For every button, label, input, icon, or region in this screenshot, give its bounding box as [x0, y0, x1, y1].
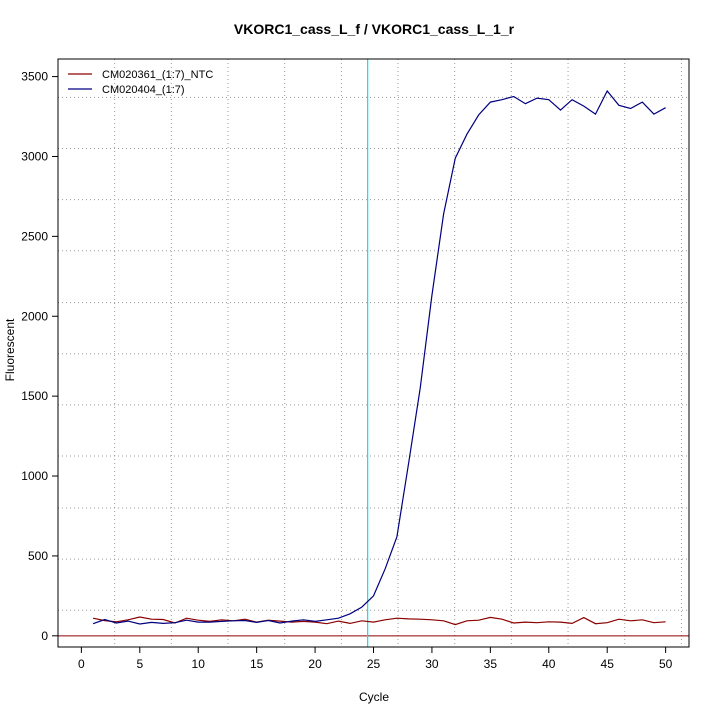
- y-tick-label: 1500: [21, 389, 48, 403]
- x-tick-label: 50: [659, 657, 673, 671]
- y-tick-label: 500: [28, 549, 48, 563]
- x-tick-label: 35: [484, 657, 498, 671]
- chart-title: VKORC1_cass_L_f / VKORC1_cass_L_1_r: [234, 21, 515, 37]
- y-tick-label: 2000: [21, 309, 48, 323]
- x-tick-label: 0: [78, 657, 85, 671]
- series-line-2: [92, 89, 666, 625]
- legend-label-1: CM020361_(1:7)_NTC: [102, 69, 213, 81]
- y-tick-label: 1000: [21, 469, 48, 483]
- x-tick-label: 20: [308, 657, 322, 671]
- y-tick-label: 2500: [21, 229, 48, 243]
- x-tick-label: 40: [542, 657, 556, 671]
- x-tick-label: 15: [250, 657, 264, 671]
- x-axis-label: Cycle: [359, 690, 389, 704]
- x-tick-label: 45: [601, 657, 615, 671]
- grid: [58, 59, 689, 647]
- y-tick-label: 0: [41, 629, 48, 643]
- legend-label-2: CM020404_(1:7): [102, 84, 185, 96]
- y-axis-label: Fluorescent: [3, 318, 17, 381]
- legend: CM020361_(1:7)_NTC CM020404_(1:7): [68, 69, 213, 96]
- series-line-1: [92, 616, 666, 626]
- x-tick-label: 25: [367, 657, 381, 671]
- axes: 0 5 10 15 20 25 30 35 40 45 5005001000150020002500…: [21, 58, 690, 671]
- y-tick-label: 3500: [21, 70, 48, 84]
- series-lines: [92, 89, 666, 626]
- x-tick-label: 30: [425, 657, 439, 671]
- reference-lines: [58, 59, 689, 647]
- x-tick-label: 10: [192, 657, 206, 671]
- y-tick-label: 3000: [21, 149, 48, 163]
- x-tick-label: 5: [136, 657, 143, 671]
